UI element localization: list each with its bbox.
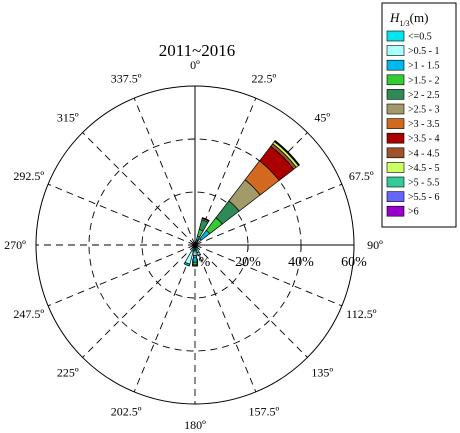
direction-label: 225º (57, 365, 79, 379)
chart-title: 2011~2016 (159, 41, 236, 60)
petal-segment (191, 264, 199, 267)
legend-entry: <=0.5 (386, 30, 432, 43)
direction-ray (133, 97, 196, 246)
legend-label: >6 (408, 207, 419, 218)
legend-label: <=0.5 (408, 32, 432, 43)
radial-tick-label: 60% (341, 255, 367, 270)
legend-entry: >5.5 - 6 (386, 191, 439, 203)
legend-title-unit: (m) (410, 10, 429, 25)
legend-title: H1/3(m) (389, 10, 428, 28)
legend-label: >5.5 - 6 (408, 192, 439, 203)
legend: H1/3(m) <=0.5 >0.5 - 1 >1 - 1.5 >1.5 - 2 >2 … (381, 2, 457, 228)
petal-segment (274, 140, 300, 166)
direction-label: 67.5º (349, 169, 374, 183)
legend-entry: >3.5 - 4 (386, 132, 439, 145)
legend-swatch (386, 176, 405, 188)
direction-label: 315º (57, 111, 79, 125)
legend-swatch (386, 191, 405, 202)
legend-entry: >2 - 2.5 (386, 89, 439, 101)
legend-entry: >0.5 - 1 (386, 45, 439, 57)
legend-swatch (386, 162, 405, 173)
legend-entry: >3 - 3.5 (386, 118, 439, 130)
direction-ray (194, 244, 257, 393)
direction-label: 202.5º (111, 404, 142, 418)
radial-tick-label: 40% (288, 255, 314, 270)
petal-segment (201, 217, 210, 222)
legend-label: >2.5 - 3 (408, 105, 439, 116)
legend-swatch (386, 103, 405, 115)
direction-label: 180º (184, 418, 206, 432)
radial-tick-label: 20% (235, 255, 261, 270)
direction-label: 22.5º (252, 72, 277, 86)
legend-label: >2 - 2.5 (408, 90, 439, 101)
direction-label: 270º (4, 238, 26, 252)
legend-swatch (386, 74, 405, 86)
legend-swatch (386, 89, 405, 100)
direction-ray (133, 244, 196, 393)
rose-petals (183, 140, 300, 267)
legend-swatch (386, 147, 405, 159)
direction-rays (36, 97, 343, 404)
legend-entry: >1.5 - 2 (386, 74, 439, 86)
direction-ray (47, 183, 196, 246)
direction-label: 0º (190, 58, 200, 72)
petal-segment (197, 253, 202, 257)
legend-title-sub: 1/3 (399, 19, 409, 28)
legend-swatch (386, 205, 405, 217)
direction-label: 337.5º (111, 72, 142, 86)
legend-entry: >4.5 - 5 (386, 162, 439, 174)
legend-entry: >5 - 5.5 (386, 176, 439, 189)
legend-label: >3 - 3.5 (408, 119, 439, 130)
legend-swatch (386, 132, 405, 144)
legend-swatch (386, 30, 405, 42)
radial-tick-label: 0% (192, 255, 211, 270)
legend-label: >1.5 - 2 (408, 75, 439, 86)
direction-ray (47, 244, 196, 307)
petal-157.5 (194, 244, 202, 257)
legend-label: >5 - 5.5 (408, 178, 439, 189)
legend-label: >4 - 4.5 (408, 148, 439, 159)
legend-entry: >6 (386, 205, 419, 218)
direction-label: 90º (367, 238, 383, 252)
direction-ray (82, 132, 196, 246)
petal-45 (194, 140, 300, 246)
legend-label: >0.5 - 1 (408, 46, 439, 57)
direction-label: 157.5º (249, 404, 280, 418)
radial-tick-labels: 0% 20% 40% 60% (192, 255, 368, 270)
legend-swatch (386, 59, 405, 71)
legend-label: >1 - 1.5 (408, 61, 439, 72)
legend-entries: <=0.5 >0.5 - 1 >1 - 1.5 >1.5 - 2 >2 - 2.5 >2.… (386, 30, 439, 218)
direction-ray (194, 183, 343, 246)
legend-swatch (386, 118, 405, 129)
direction-ray (194, 244, 343, 307)
petal-22.5 (194, 217, 210, 246)
direction-labels: 0º 22.5º 45º 67.5º 90º 112.5º 135º 157.5º 180º 20… (4, 58, 383, 432)
petal-segment (183, 261, 191, 267)
petal-202.5 (183, 244, 196, 267)
direction-label: 247.5º (13, 307, 44, 321)
direction-label: 135º (311, 365, 333, 379)
axes (194, 86, 355, 250)
petal-180 (191, 244, 199, 267)
legend-entry: >2.5 - 3 (386, 103, 439, 116)
direction-ray (194, 244, 308, 358)
direction-label: 292.5º (13, 169, 44, 183)
legend-label: >3.5 - 4 (408, 134, 439, 145)
legend-entry: >1 - 1.5 (386, 59, 439, 72)
legend-title-main: H (389, 10, 400, 25)
legend-entry: >4 - 4.5 (386, 147, 439, 159)
direction-ray (82, 244, 196, 358)
direction-label: 45º (314, 111, 330, 125)
legend-label: >4.5 - 5 (408, 163, 439, 174)
legend-swatch (386, 45, 405, 56)
direction-label: 112.5º (346, 307, 377, 321)
